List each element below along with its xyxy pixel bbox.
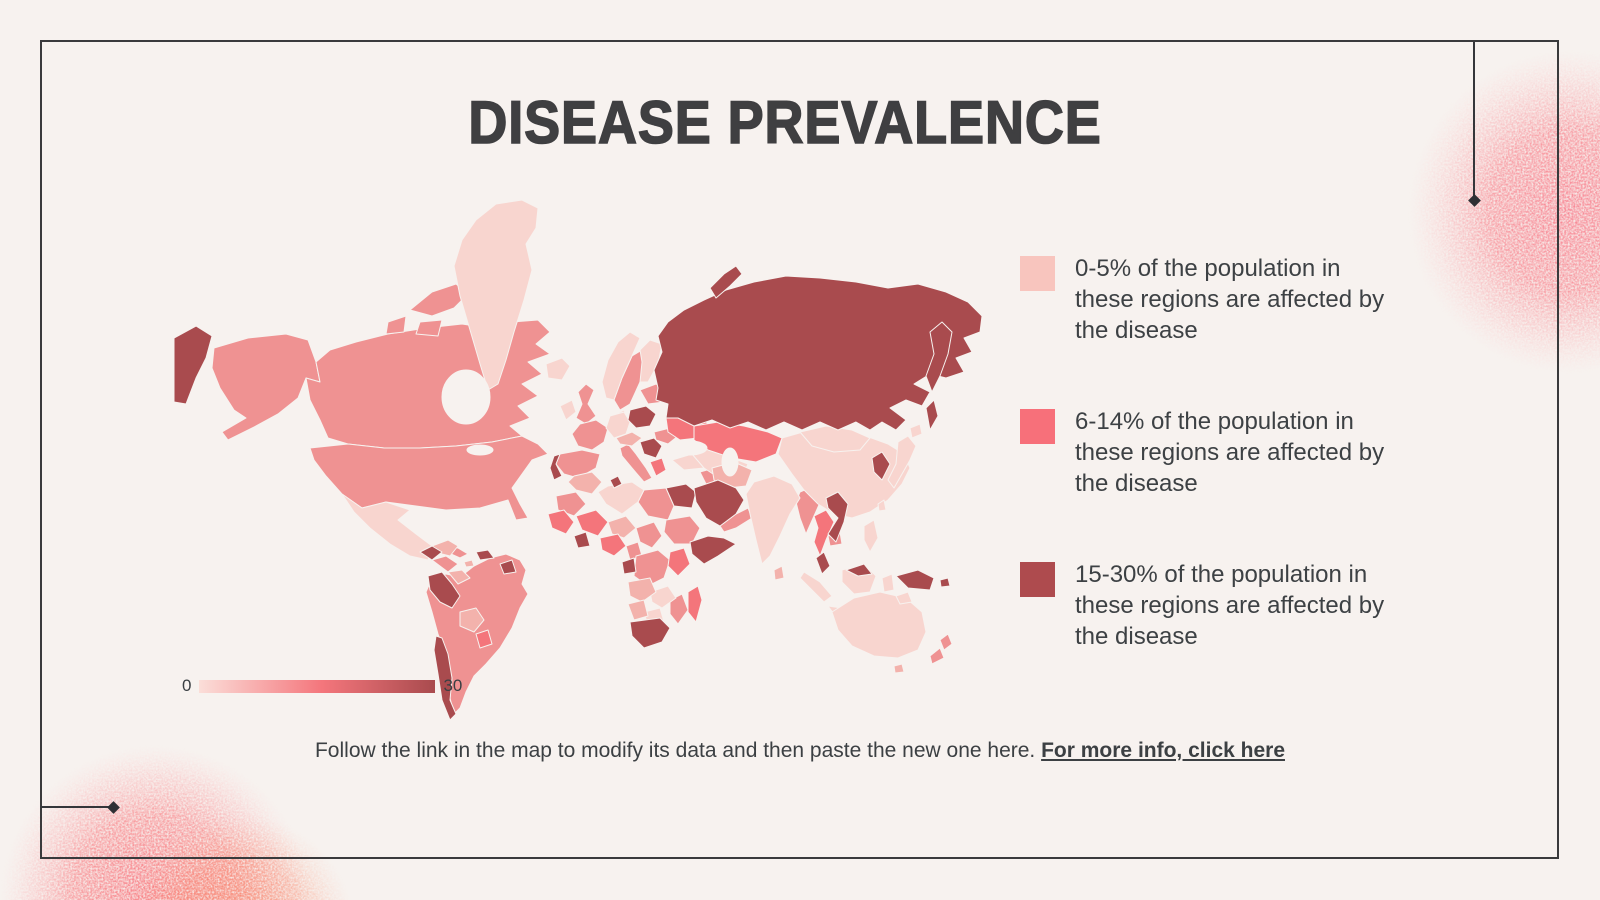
map-regions-light-mid: [431, 431, 905, 674]
map-color-scale: 0 30: [182, 676, 462, 696]
decorative-line-bottom-left: [41, 800, 120, 814]
legend-swatch-mid: [1020, 409, 1055, 444]
diamond-marker-top-right: [1467, 194, 1481, 207]
scale-min-label: 0: [182, 676, 192, 695]
map-regions-light: [341, 199, 927, 659]
decorative-line-top-right: [1467, 42, 1481, 207]
scale-max-label: 30: [443, 676, 463, 695]
legend-label-mid: 6-14% of the population in these regions…: [1075, 408, 1385, 497]
scale-gradient-bar: [199, 679, 436, 693]
legend: 0-5% of the population in these regions …: [1020, 253, 1420, 652]
map-regions-coral: [475, 411, 835, 649]
legend-label-high: 15-30% of the population in these region…: [1075, 561, 1385, 650]
legend-label-low: 0-5% of the population in these regions …: [1075, 255, 1385, 344]
slide-title: DISEASE PREVALENCE: [468, 88, 1102, 157]
legend-item-high: 15-30% of the population in these region…: [1020, 559, 1420, 652]
map-water-overlays: [441, 369, 739, 477]
world-map[interactable]: [170, 192, 1002, 724]
legend-item-low: 0-5% of the population in these regions …: [1020, 253, 1420, 346]
legend-item-mid: 6-14% of the population in these regions…: [1020, 406, 1420, 499]
legend-swatch-high: [1020, 562, 1055, 597]
footer-note: Follow the link in the map to modify its…: [0, 739, 1600, 763]
decorative-blob-top-right: [1408, 50, 1600, 374]
map-regions-dark: [173, 265, 983, 721]
world-choropleth-svg: [173, 199, 983, 721]
footer-link[interactable]: For more info, click here: [1041, 739, 1285, 762]
legend-swatch-low: [1020, 256, 1055, 291]
diamond-marker-bottom-left: [107, 800, 120, 814]
footer-text: Follow the link in the map to modify its…: [314, 739, 1042, 762]
